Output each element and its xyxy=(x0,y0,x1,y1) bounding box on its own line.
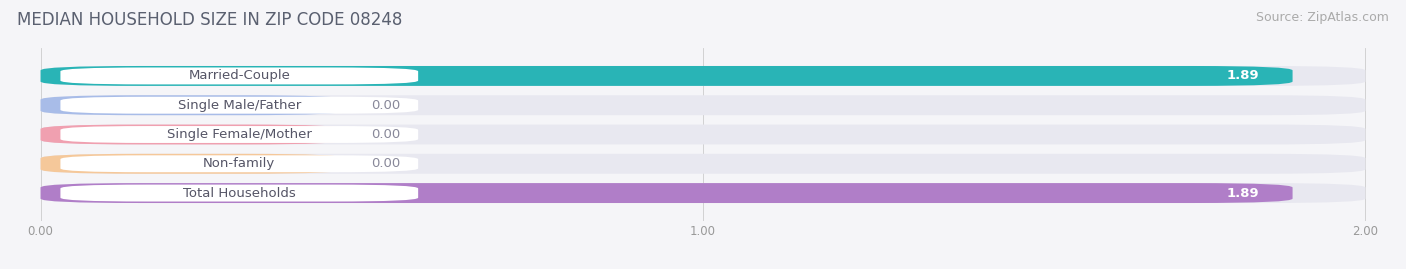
Text: Total Households: Total Households xyxy=(183,187,295,200)
FancyBboxPatch shape xyxy=(60,155,418,172)
FancyBboxPatch shape xyxy=(60,126,418,143)
FancyBboxPatch shape xyxy=(41,183,1365,203)
Text: 1.89: 1.89 xyxy=(1227,69,1260,82)
Text: Source: ZipAtlas.com: Source: ZipAtlas.com xyxy=(1256,11,1389,24)
FancyBboxPatch shape xyxy=(41,154,1365,174)
FancyBboxPatch shape xyxy=(41,66,1365,86)
FancyBboxPatch shape xyxy=(41,66,1292,86)
FancyBboxPatch shape xyxy=(60,97,418,114)
Text: Non-family: Non-family xyxy=(202,157,276,170)
FancyBboxPatch shape xyxy=(60,185,418,201)
FancyBboxPatch shape xyxy=(41,95,344,115)
Text: MEDIAN HOUSEHOLD SIZE IN ZIP CODE 08248: MEDIAN HOUSEHOLD SIZE IN ZIP CODE 08248 xyxy=(17,11,402,29)
FancyBboxPatch shape xyxy=(41,125,1365,144)
Text: 0.00: 0.00 xyxy=(371,157,401,170)
Text: Married-Couple: Married-Couple xyxy=(188,69,290,82)
FancyBboxPatch shape xyxy=(41,183,1292,203)
FancyBboxPatch shape xyxy=(41,95,1365,115)
FancyBboxPatch shape xyxy=(60,68,418,84)
Text: Single Male/Father: Single Male/Father xyxy=(177,99,301,112)
FancyBboxPatch shape xyxy=(41,154,344,174)
Text: 0.00: 0.00 xyxy=(371,128,401,141)
Text: 0.00: 0.00 xyxy=(371,99,401,112)
FancyBboxPatch shape xyxy=(41,125,344,144)
Text: Single Female/Mother: Single Female/Mother xyxy=(167,128,312,141)
Text: 1.89: 1.89 xyxy=(1227,187,1260,200)
